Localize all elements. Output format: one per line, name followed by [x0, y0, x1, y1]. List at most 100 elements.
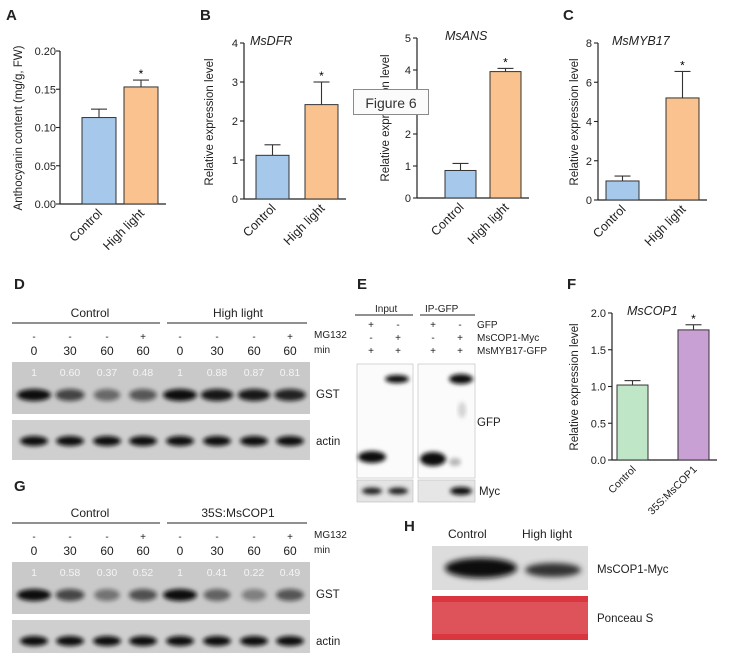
bar: [444, 169, 477, 199]
band-label-actin: actin: [316, 436, 340, 448]
mg132-sign: -: [105, 332, 108, 343]
actin-band: [240, 636, 268, 646]
y-tick-label: 1: [405, 161, 411, 173]
e-row-label: MsCOP1-Myc: [477, 333, 539, 344]
chart-title: MsMYB17: [612, 34, 671, 48]
mg132-sign: +: [287, 332, 293, 343]
gst-band: [128, 589, 158, 601]
e-sign: -: [396, 320, 399, 331]
panel-label-d: D: [14, 276, 25, 293]
minute-label: 30: [63, 544, 77, 558]
y-tick-label: 5: [405, 33, 411, 45]
gst-band: [94, 589, 120, 601]
gst-band: [203, 589, 231, 601]
y-tick-label: 0: [586, 195, 592, 207]
e-sign: -: [458, 320, 461, 331]
y-tick-label: 3: [232, 77, 238, 89]
minute-label: 0: [31, 544, 38, 558]
y-tick-label: 0: [405, 193, 411, 205]
actin-band: [240, 436, 268, 446]
actin-band: [20, 436, 48, 446]
y-axis-title: Relative expression level: [380, 54, 392, 181]
e-band-gfp: GFP: [477, 417, 501, 429]
gst-band: [17, 589, 51, 601]
panel-label-e: E: [357, 276, 367, 293]
h-col-highlight: High light: [522, 527, 573, 541]
minute-label: 30: [210, 344, 224, 358]
y-tick-label: 2: [405, 129, 411, 141]
bar: [616, 384, 649, 461]
chart-title: MsCOP1: [627, 304, 678, 318]
bar: [304, 104, 339, 200]
band-ratio: 1: [177, 567, 183, 579]
e-row-label: GFP: [477, 320, 498, 331]
h-col-control: Control: [448, 527, 487, 541]
y-tick-label: 2: [232, 116, 238, 128]
band-ratio: 1: [177, 367, 183, 379]
h-band-ponceau: Ponceau S: [597, 613, 654, 625]
y-axis-title: Relative expression level: [569, 323, 581, 450]
actin-band: [203, 436, 231, 446]
mg132-sign: -: [32, 532, 35, 543]
x-category-label: Control: [240, 201, 278, 239]
blot-d: Control High light - - - + - - - + MG132 0 30 60 60 0 30…: [12, 306, 347, 460]
blot-h: Control High light MsCOP1-Myc Ponceau S: [432, 527, 669, 640]
minute-label: 60: [247, 544, 261, 558]
bar: [81, 117, 117, 205]
significance-mark: *: [139, 67, 144, 81]
significance-mark: *: [503, 55, 508, 69]
gst-blot: [12, 562, 310, 614]
y-tick-label: 0.15: [35, 84, 56, 96]
minute-label: 60: [136, 544, 150, 558]
bar: [605, 180, 640, 201]
e-sign: +: [368, 346, 374, 357]
mg132-sign: -: [105, 532, 108, 543]
actin-band: [129, 636, 157, 646]
chart-msdfr: 0 1 2 3 4 Relative expression level MsDFR Contr…: [204, 34, 346, 248]
mg132-sign: +: [140, 332, 146, 343]
band-label-gst: GST: [316, 589, 340, 601]
y-tick-label: 0.05: [35, 161, 56, 173]
y-tick-label: 4: [232, 38, 238, 50]
band-ratio: 0.41: [207, 567, 228, 579]
y-tick-label: 4: [586, 117, 592, 129]
band-ratio: 0.37: [97, 367, 118, 379]
bar: [665, 97, 700, 201]
y-tick-label: 2.0: [591, 308, 606, 320]
gst-band: [276, 589, 304, 601]
significance-mark: *: [319, 69, 324, 83]
mg132-label: MG132: [314, 530, 347, 541]
x-category-label: High light: [100, 206, 147, 253]
group-label-treatment: High light: [213, 306, 264, 320]
panel-label-h: H: [404, 518, 415, 535]
gst-band: [200, 389, 234, 401]
e-sign: -: [431, 333, 434, 344]
mg132-sign: -: [68, 532, 71, 543]
actin-band: [20, 636, 48, 646]
minute-label: 0: [177, 344, 184, 358]
y-tick-label: 0.5: [591, 418, 606, 430]
band-ratio: 1: [31, 567, 37, 579]
x-category-label: High light: [281, 201, 328, 248]
e-sign: +: [395, 333, 401, 344]
h-band-mscop1: MsCOP1-Myc: [597, 564, 669, 576]
mg132-label: MG132: [314, 330, 347, 341]
band-ratio: 0.30: [97, 567, 118, 579]
actin-band: [56, 636, 84, 646]
panel-label-a: A: [6, 7, 17, 24]
y-tick-label: 8: [586, 38, 592, 50]
band-ratio: 1: [31, 367, 37, 379]
gst-band: [55, 389, 85, 401]
mg132-sign: -: [32, 332, 35, 343]
band-ratio: 0.22: [244, 567, 265, 579]
chart-msmyb17: 0 2 4 6 8 Relative expression level MsMYB17 Con…: [569, 34, 707, 249]
e-sign: +: [457, 346, 463, 357]
significance-mark: *: [680, 58, 685, 72]
actin-band: [56, 436, 84, 446]
band-label-gst: GST: [316, 389, 340, 401]
significance-mark: *: [691, 312, 696, 326]
panel-label-c: C: [563, 7, 574, 24]
actin-band: [203, 636, 231, 646]
e-band-myc: Myc: [479, 486, 500, 498]
y-tick-label: 0.10: [35, 123, 56, 135]
